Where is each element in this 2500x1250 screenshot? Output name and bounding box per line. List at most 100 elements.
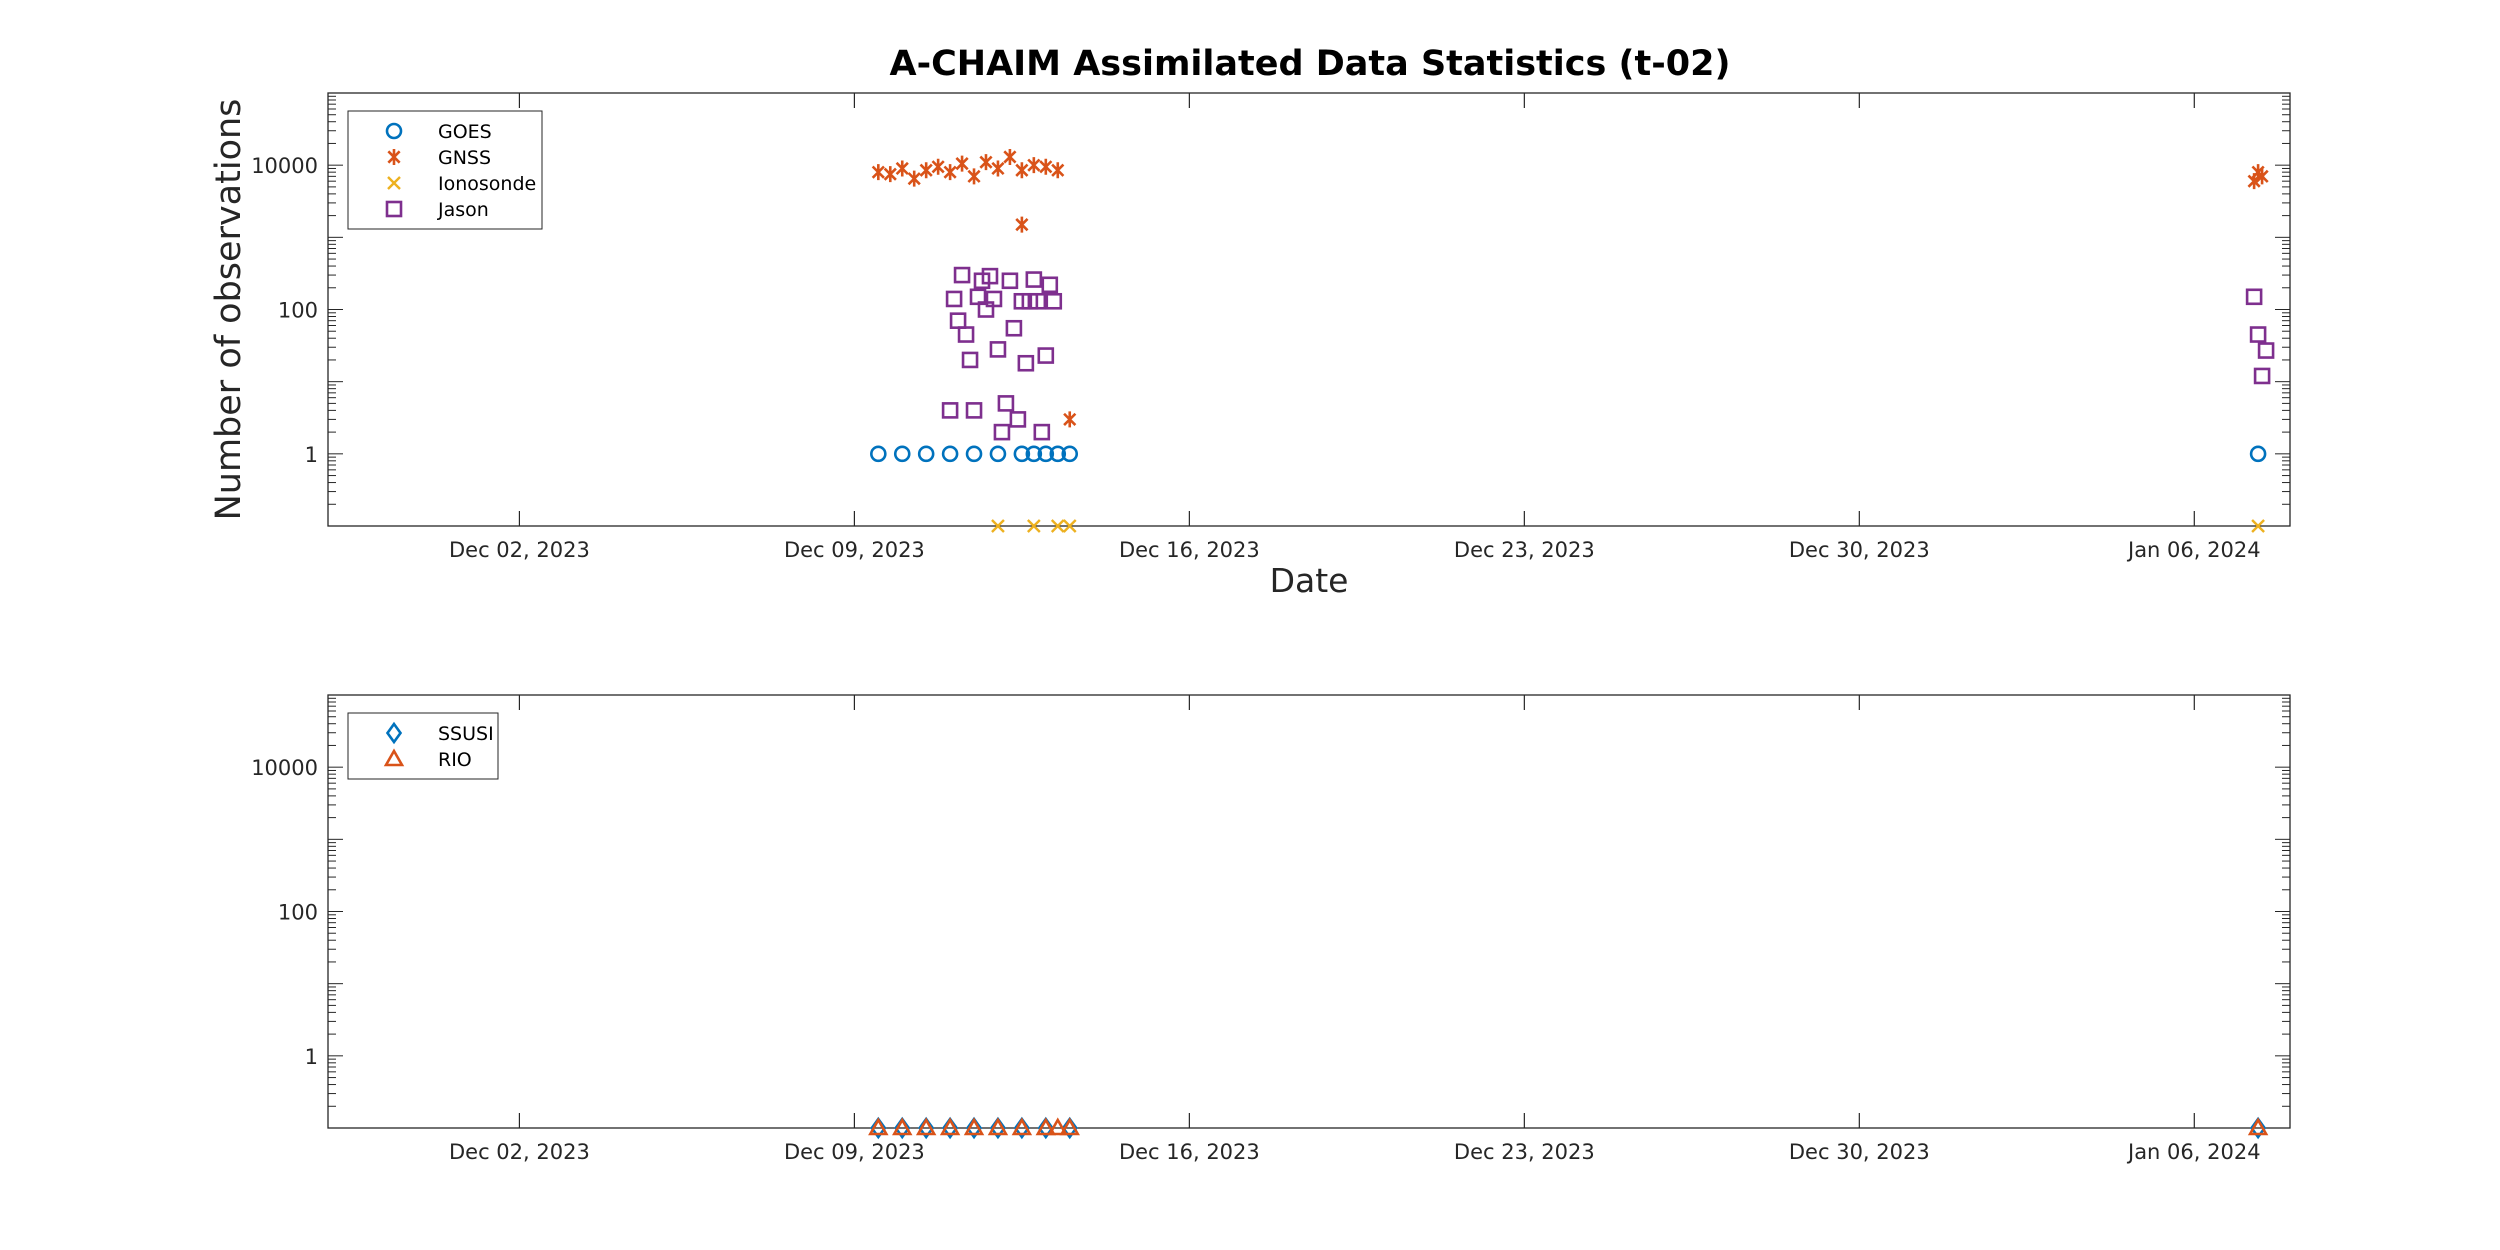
data-point-gnss [955,155,969,172]
legend: SSUSI RIO [347,712,499,780]
legend-marker-goes [385,122,403,140]
data-point-jason [1009,411,1027,428]
y-axis-label: Number of observations [209,99,249,521]
x-tick-label: Jan 06, 2024 [2126,1140,2261,1164]
data-point-gnss [931,158,945,175]
data-point-ionosonde [1062,519,1077,533]
data-point-jason [1033,423,1051,441]
data-point-jason [1045,292,1063,310]
x-tick-label: Dec 23, 2023 [1454,538,1595,562]
x-tick-label: Dec 23, 2023 [1454,1140,1595,1164]
series-jason [941,266,2275,441]
axes-panel-1: Dec 02, 2023 Dec 09, 2023 Dec 16, 2023 Dec … [209,92,2291,600]
legend-label: SSUSI [438,723,494,745]
panels: Dec 02, 2023 Dec 09, 2023 Dec 16, 2023 Dec … [209,92,2291,1164]
y-axis: 1 100 10000 [251,95,2290,527]
y-tick-label: 10000 [251,756,318,780]
x-tick-label: Dec 02, 2023 [449,1140,590,1164]
data-point-gnss [2255,168,2269,185]
data-point-jason [981,267,999,285]
data-point-goes [917,445,935,463]
legend-marker-gnss [387,149,401,165]
data-point-gnss [943,164,957,181]
series-gnss [871,148,2269,428]
axes-panel-2: Dec 02, 2023 Dec 09, 2023 Dec 16, 2023 Dec … [251,694,2291,1164]
y-tick-label: 100 [278,901,318,925]
data-point-jason [941,402,959,419]
data-point-jason [989,341,1007,358]
data-point-jason [993,423,1011,441]
y-tick-label: 1 [305,443,318,467]
data-point-jason [1041,276,1059,294]
legend-item-ionosonde: Ionosonde [387,173,536,195]
data-point-gnss [883,166,897,183]
data-point-gnss [1039,158,1053,175]
data-point-goes [2249,445,2267,463]
plot-area [327,92,2291,527]
data-point-jason [945,290,963,308]
data-point-jason [1017,354,1035,372]
series-ionosonde [991,519,2265,533]
legend-label: GNSS [438,147,491,169]
data-point-gnss [1015,216,1029,233]
data-point-gnss [991,160,1005,177]
data-point-rio [1035,1117,1057,1136]
legend-item-goes: GOES [385,121,492,143]
data-point-jason [985,290,1003,308]
y-tick-label: 1 [305,1045,318,1069]
legend-label: Jason [437,199,489,221]
data-point-jason [997,395,1015,412]
data-point-goes [1025,445,1043,463]
data-point-jason [1005,319,1023,337]
data-point-goes [941,445,959,463]
data-point-goes [1037,445,1055,463]
x-tick-label: Dec 09, 2023 [784,1140,925,1164]
data-point-jason [961,351,979,369]
data-point-rio [963,1117,985,1136]
data-point-goes [1013,445,1031,463]
data-point-gnss [967,168,981,185]
data-point-goes [1061,445,1079,463]
data-point-jason [957,326,975,343]
data-point-rio [939,1117,961,1136]
legend-item-gnss: GNSS [387,147,491,169]
data-point-gnss [979,154,993,171]
legend-box [347,712,499,780]
data-point-gnss [919,162,933,179]
data-point-jason [2249,326,2267,343]
data-point-gnss [895,160,909,177]
data-point-rio [1047,1117,1069,1136]
legend-label: RIO [438,749,472,771]
data-point-ionosonde [2251,519,2265,533]
legend-item-rio: RIO [383,748,472,771]
legend-marker-ionosonde [387,176,401,190]
legend-item-ssusi: SSUSI [385,721,494,745]
data-point-jason [953,266,971,284]
data-point-jason [1001,272,1019,290]
data-point-ionosonde [991,519,1005,533]
data-point-gnss [1003,148,1017,165]
x-axis-label: Date [1270,561,1349,600]
y-tick-label: 100 [278,299,318,323]
data-point-jason [1029,292,1047,310]
x-tick-label: Dec 30, 2023 [1789,538,1930,562]
legend-box [347,110,543,230]
data-point-gnss [1015,162,1029,179]
x-axis: Dec 02, 2023 Dec 09, 2023 Dec 16, 2023 Dec … [449,695,2261,1164]
data-point-gnss [871,164,885,181]
data-point-rio [1011,1117,1033,1136]
x-tick-label: Dec 16, 2023 [1119,538,1260,562]
data-point-ionosonde [1026,519,1041,533]
data-point-jason [965,402,983,419]
data-point-rio [987,1117,1009,1136]
plot-area [327,694,2291,1129]
legend-marker-jason [385,200,403,218]
legend: GOES GNSS Ionosonde Jason [347,110,543,230]
data-point-rio [892,1117,913,1136]
figure-title: A-CHAIM Assimilated Data Statistics (t-0… [889,44,1730,84]
y-axis: 1 100 10000 [251,697,2290,1129]
data-point-gnss [907,170,921,187]
x-tick-label: Dec 30, 2023 [1789,1140,1930,1164]
data-point-goes [965,445,983,463]
series-goes [870,445,2267,463]
